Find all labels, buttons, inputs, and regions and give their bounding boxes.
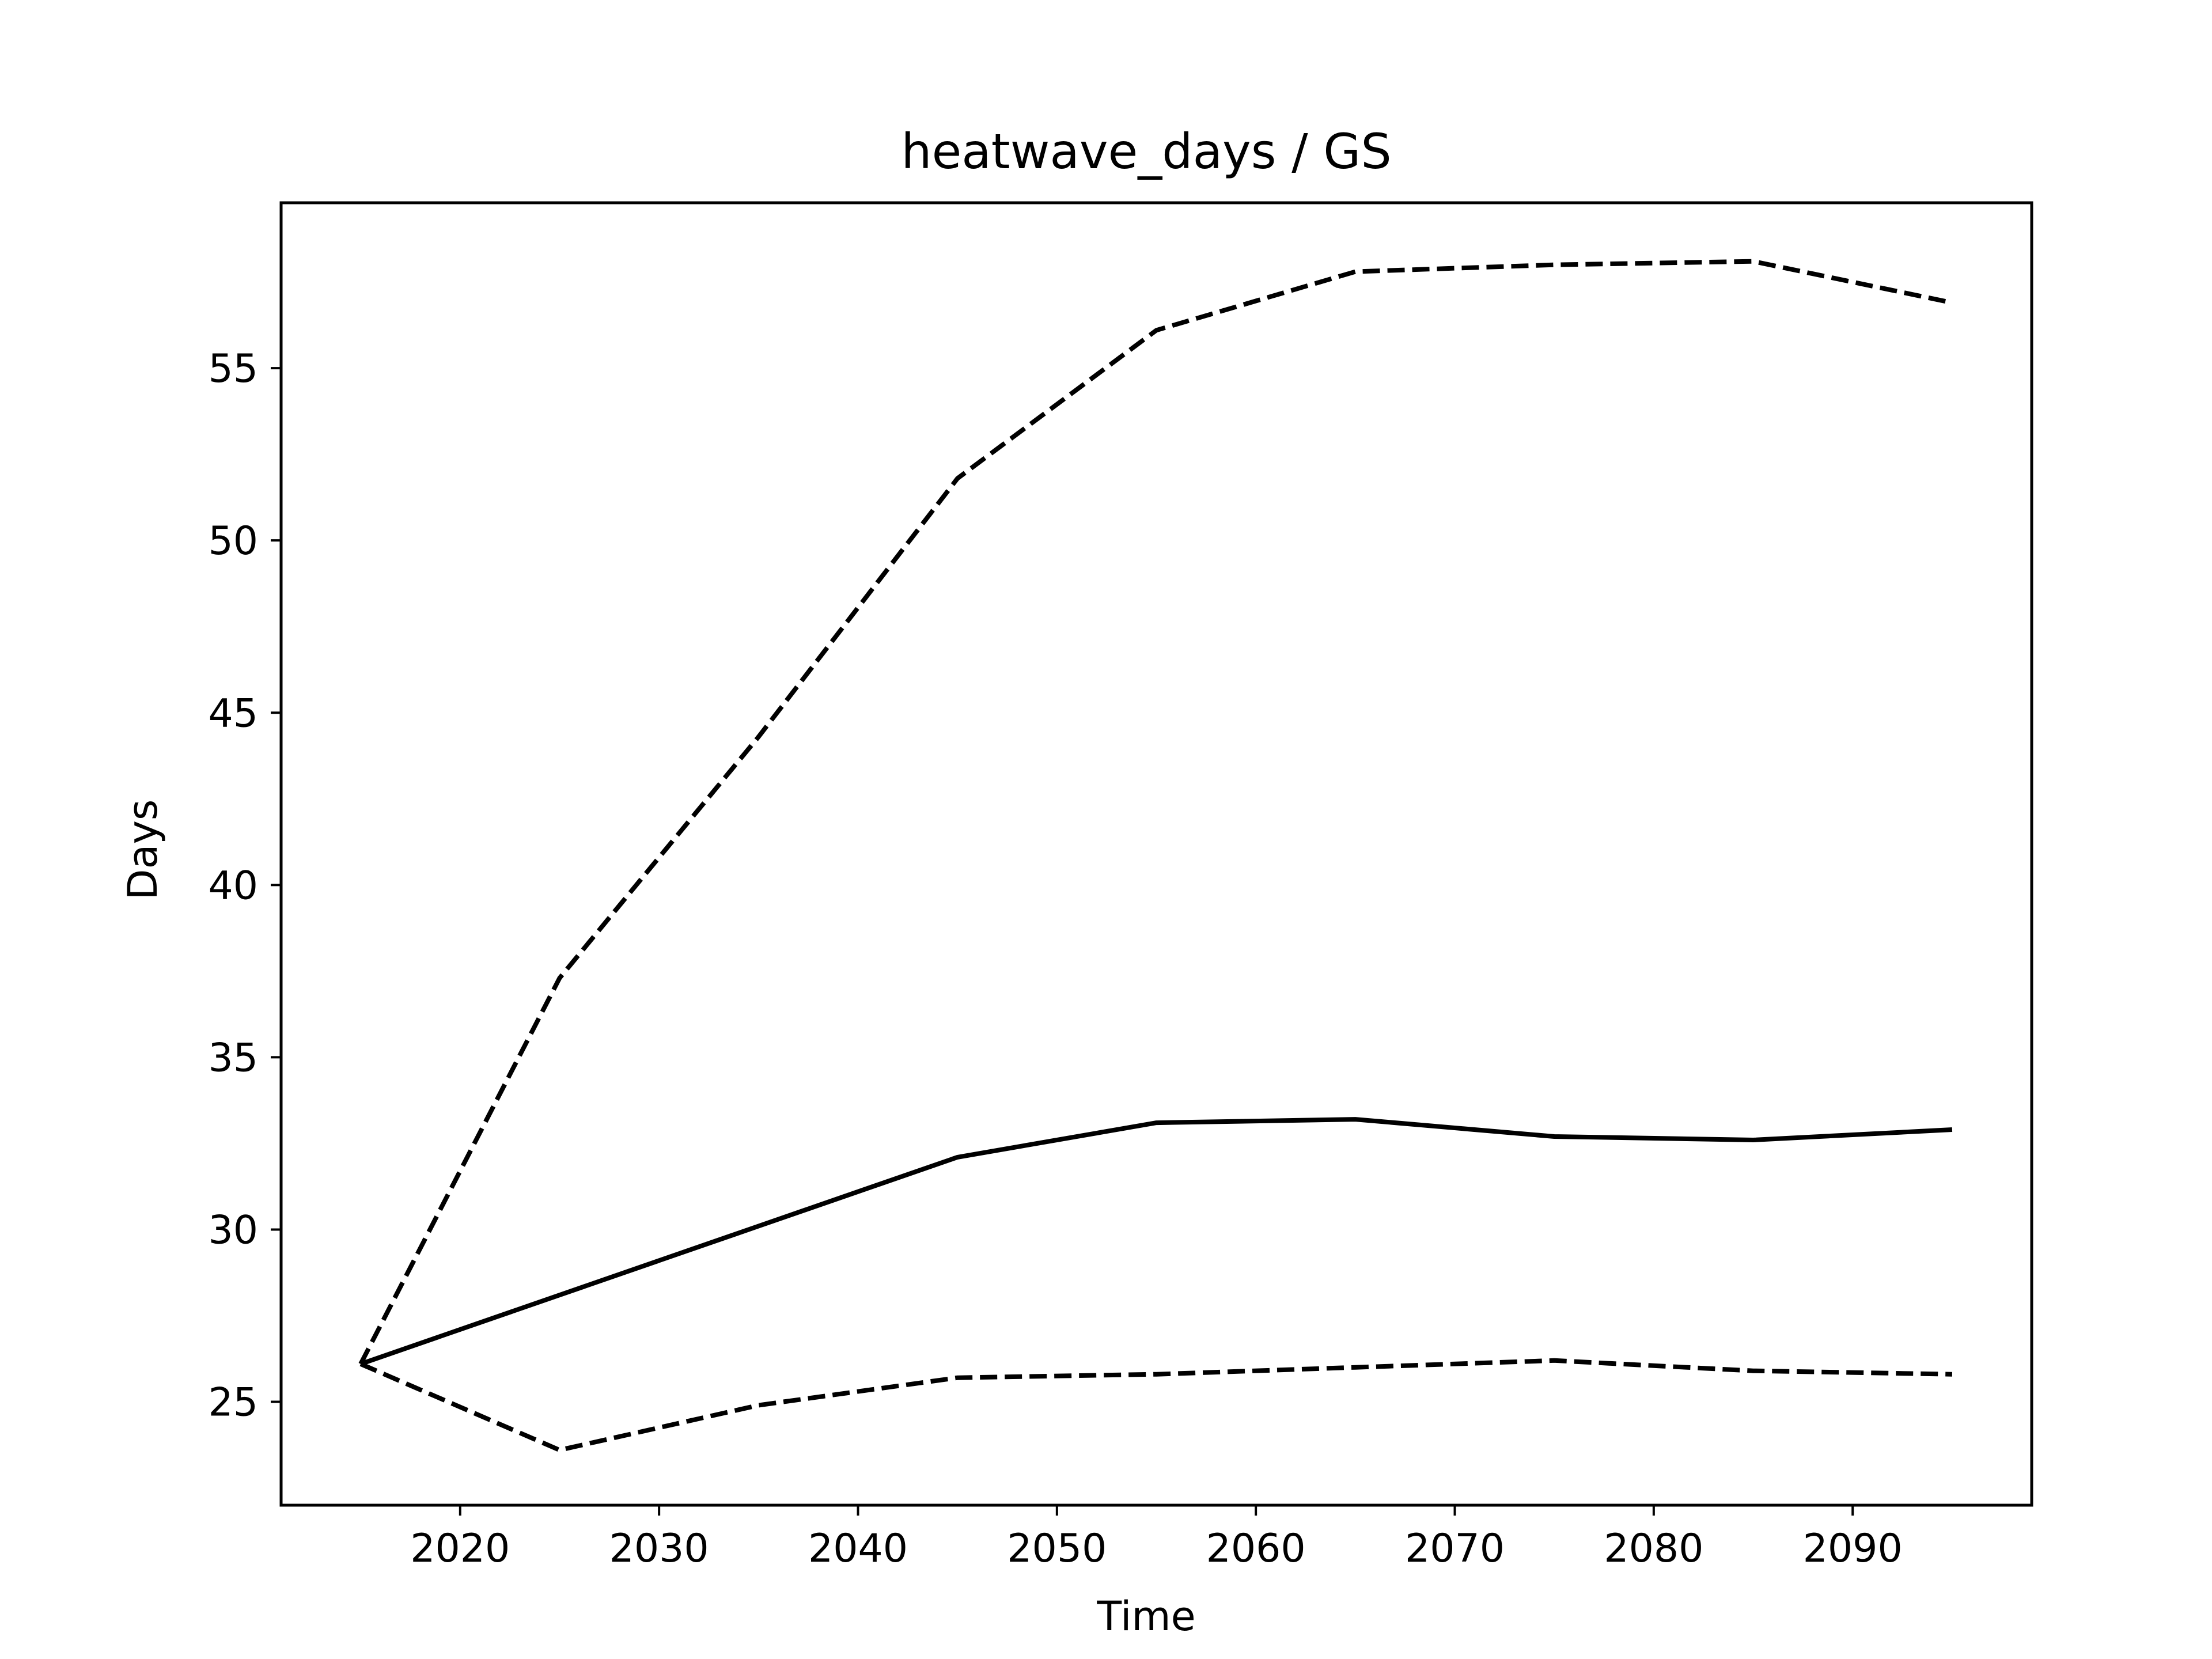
x-tick-label: 2080 — [1604, 1526, 1703, 1571]
y-tick-label: 30 — [208, 1207, 258, 1253]
plot-frame — [279, 201, 2033, 1507]
y-tick-label: 25 — [208, 1380, 258, 1426]
y-tick-label: 55 — [208, 346, 258, 392]
y-tick-label: 45 — [208, 691, 258, 736]
x-axis-label: Time — [1096, 1593, 1195, 1640]
y-tick-label: 35 — [208, 1035, 258, 1081]
axis-ticks: 2020 2030 2040 2050 2060 2070 2080 2090 25 30 35 40… — [208, 346, 1902, 1571]
x-tick-label: 2050 — [1007, 1526, 1107, 1571]
upper-bound-series-line — [358, 259, 1953, 1365]
y-tick-label: 50 — [208, 518, 258, 564]
median-series-line — [359, 1117, 1953, 1366]
x-tick-label: 2020 — [410, 1526, 510, 1571]
x-tick-label: 2090 — [1803, 1526, 1903, 1571]
lower-bound-series-line — [359, 1358, 1952, 1453]
x-tick-label: 2030 — [609, 1526, 709, 1571]
chart-title: heatwave_days / GS — [901, 123, 1391, 180]
x-tick-label: 2040 — [808, 1526, 908, 1571]
plot-area — [358, 259, 1953, 1453]
x-tick-label: 2070 — [1405, 1526, 1505, 1571]
x-tick-label: 2060 — [1206, 1526, 1306, 1571]
y-axis-label: Days — [119, 800, 166, 900]
y-tick-label: 40 — [208, 863, 258, 908]
